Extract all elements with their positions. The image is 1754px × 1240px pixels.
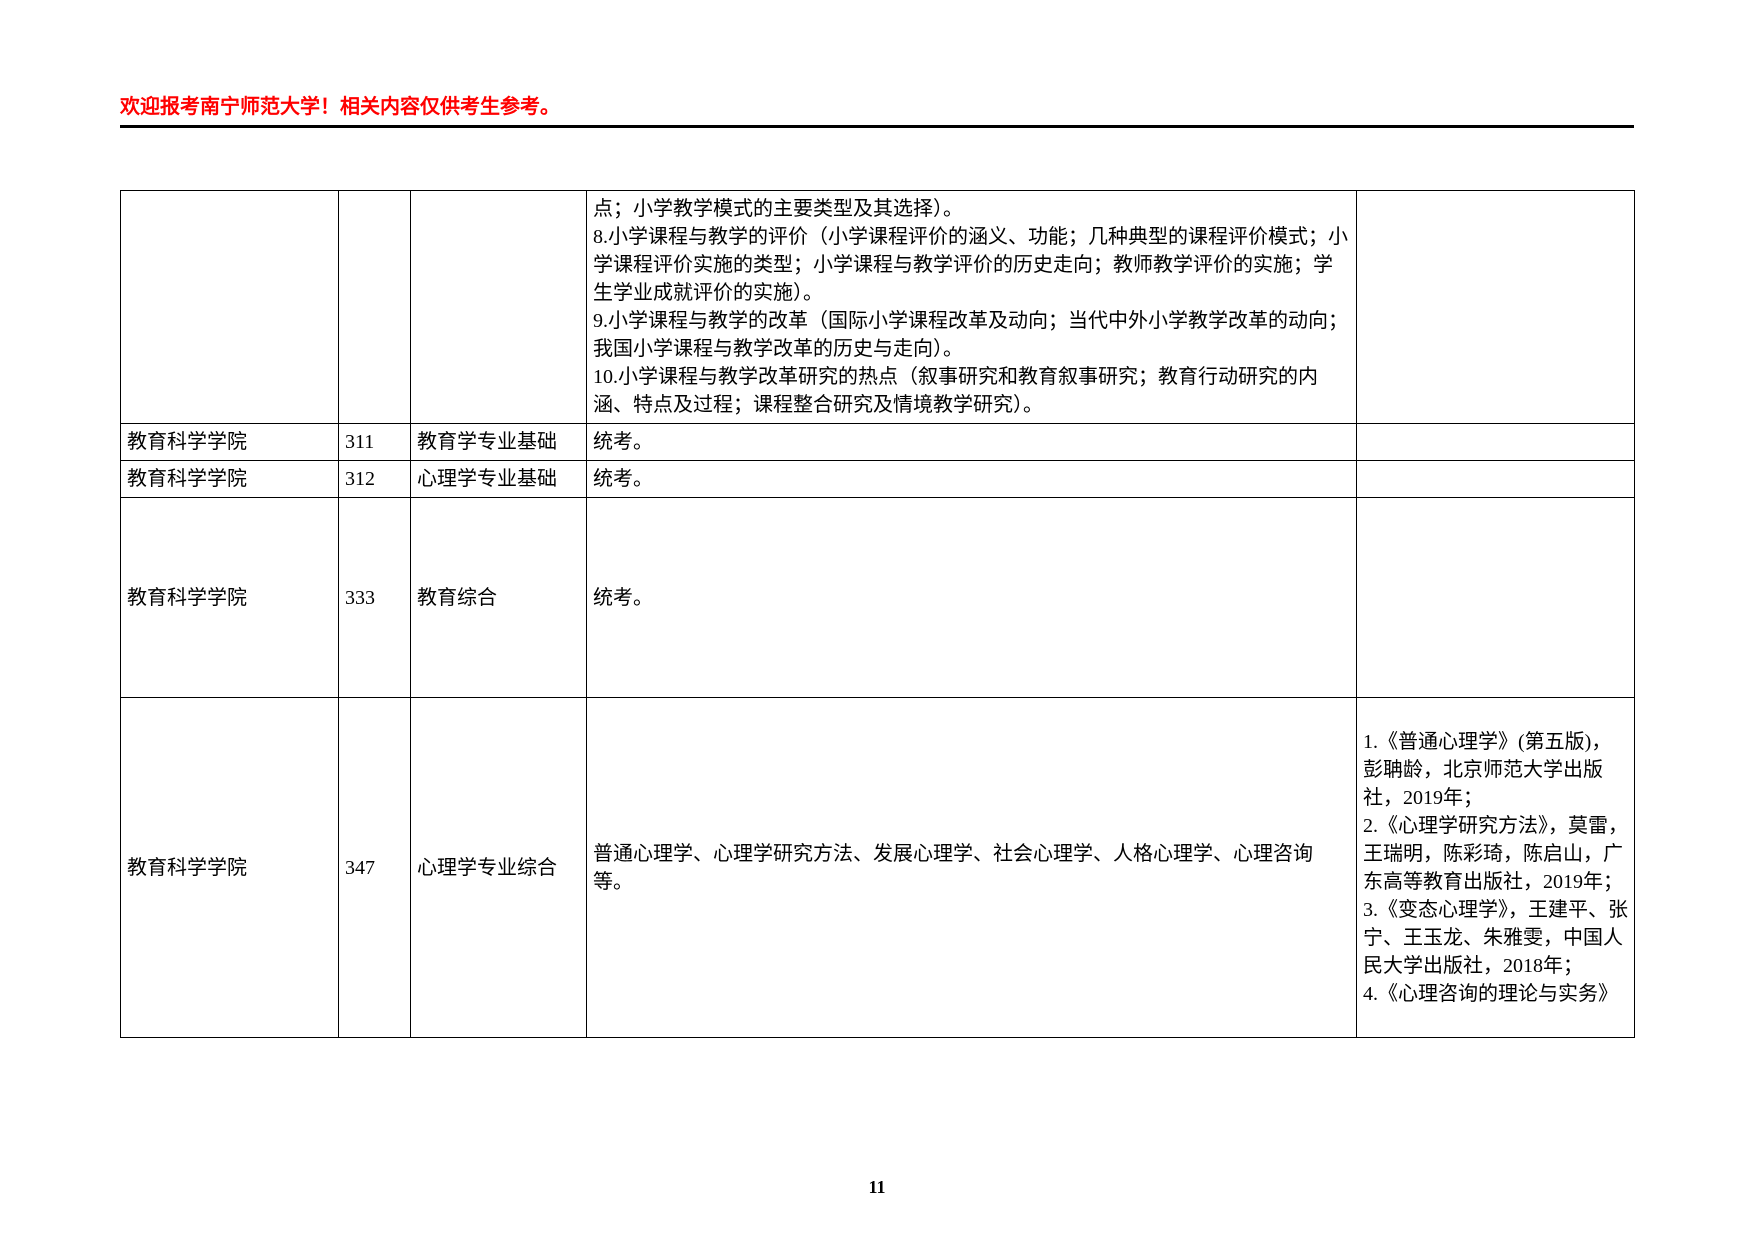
cell-subject: 心理学专业基础 xyxy=(411,461,587,498)
cell-dept xyxy=(121,191,339,424)
cell-refs xyxy=(1357,424,1635,461)
cell-refs xyxy=(1357,191,1635,424)
table-row: 教育科学学院 333 教育综合 统考。 xyxy=(121,498,1635,698)
cell-code: 311 xyxy=(339,424,411,461)
cell-subject: 教育学专业基础 xyxy=(411,424,587,461)
cell-subject: 心理学专业综合 xyxy=(411,698,587,1038)
page-header: 欢迎报考南宁师范大学！相关内容仅供考生参考。 xyxy=(120,90,1634,128)
table-row: 教育科学学院 311 教育学专业基础 统考。 xyxy=(121,424,1635,461)
cell-refs xyxy=(1357,461,1635,498)
table-row: 教育科学学院 312 心理学专业基础 统考。 xyxy=(121,461,1635,498)
cell-scope: 统考。 xyxy=(587,498,1357,698)
table-row: 点；小学教学模式的主要类型及其选择）。 8.小学课程与教学的评价（小学课程评价的… xyxy=(121,191,1635,424)
cell-subject: 教育综合 xyxy=(411,498,587,698)
syllabus-table: 点；小学教学模式的主要类型及其选择）。 8.小学课程与教学的评价（小学课程评价的… xyxy=(120,190,1635,1038)
cell-dept: 教育科学学院 xyxy=(121,498,339,698)
cell-dept: 教育科学学院 xyxy=(121,698,339,1038)
cell-subject xyxy=(411,191,587,424)
cell-refs xyxy=(1357,498,1635,698)
cell-scope: 统考。 xyxy=(587,424,1357,461)
cell-code: 312 xyxy=(339,461,411,498)
cell-dept: 教育科学学院 xyxy=(121,461,339,498)
cell-code: 333 xyxy=(339,498,411,698)
cell-code xyxy=(339,191,411,424)
cell-code: 347 xyxy=(339,698,411,1038)
cell-dept: 教育科学学院 xyxy=(121,424,339,461)
cell-scope: 普通心理学、心理学研究方法、发展心理学、社会心理学、人格心理学、心理咨询等。 xyxy=(587,698,1357,1038)
cell-refs: 1.《普通心理学》(第五版)，彭聃龄，北京师范大学出版社，2019年； 2.《心… xyxy=(1357,698,1635,1038)
header-text: 欢迎报考南宁师范大学！相关内容仅供考生参考。 xyxy=(120,90,1634,125)
table-row: 教育科学学院 347 心理学专业综合 普通心理学、心理学研究方法、发展心理学、社… xyxy=(121,698,1635,1038)
cell-scope: 统考。 xyxy=(587,461,1357,498)
cell-scope: 点；小学教学模式的主要类型及其选择）。 8.小学课程与教学的评价（小学课程评价的… xyxy=(587,191,1357,424)
page-number: 11 xyxy=(0,1177,1754,1198)
header-underline xyxy=(120,125,1634,128)
